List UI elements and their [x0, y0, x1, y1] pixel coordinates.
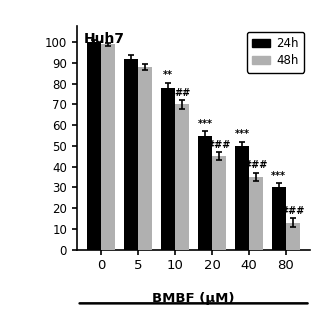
Text: Huh7: Huh7: [84, 32, 125, 46]
Bar: [161, 88, 175, 250]
Text: ###: ###: [281, 206, 305, 216]
Text: ***: ***: [271, 171, 286, 181]
Text: ***: ***: [197, 119, 212, 129]
Bar: [138, 67, 152, 250]
Bar: [235, 146, 249, 250]
Bar: [101, 44, 116, 250]
Text: ##: ##: [174, 88, 190, 98]
Bar: [212, 156, 226, 250]
Bar: [175, 104, 189, 250]
Text: ***: ***: [234, 129, 249, 139]
Bar: [87, 42, 101, 250]
Text: ###: ###: [207, 140, 231, 150]
Bar: [124, 59, 138, 250]
Text: ###: ###: [244, 160, 268, 170]
Text: **: **: [163, 70, 173, 80]
Bar: [272, 188, 286, 250]
Bar: [249, 177, 263, 250]
Bar: [198, 136, 212, 250]
X-axis label: BMBF (μM): BMBF (μM): [152, 292, 235, 305]
Legend: 24h, 48h: 24h, 48h: [247, 31, 305, 73]
Bar: [286, 223, 300, 250]
